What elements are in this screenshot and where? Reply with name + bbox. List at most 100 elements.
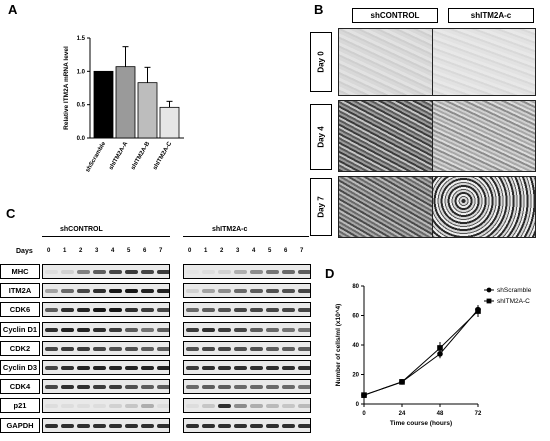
blot-band bbox=[92, 346, 106, 351]
blot-band bbox=[156, 385, 169, 390]
blot-band bbox=[185, 423, 199, 428]
blot-band bbox=[76, 423, 90, 428]
blot-band bbox=[233, 308, 247, 313]
blot-band bbox=[44, 270, 58, 274]
blot-band bbox=[201, 289, 215, 294]
blot-band bbox=[201, 385, 215, 390]
blot-band bbox=[297, 366, 310, 370]
blot-band bbox=[92, 366, 106, 370]
protein-label: ITM2A bbox=[0, 283, 40, 299]
blot-band bbox=[140, 423, 154, 428]
blot-band bbox=[156, 404, 169, 409]
blot-strip bbox=[42, 302, 170, 318]
series-line bbox=[363, 310, 479, 396]
blot-band bbox=[156, 346, 169, 351]
blot-band bbox=[233, 404, 247, 409]
y-tick-label: 40 bbox=[352, 343, 359, 349]
blot-band bbox=[233, 385, 247, 390]
micrograph-shcontrol-day-0 bbox=[338, 28, 438, 96]
bar bbox=[115, 66, 136, 139]
blot-band bbox=[233, 423, 247, 428]
blot-band bbox=[249, 289, 263, 294]
blot-band bbox=[217, 270, 231, 274]
y-axis-label: Relative ITM2A mRNA level bbox=[63, 46, 70, 130]
blot-band bbox=[233, 366, 247, 370]
blot-band bbox=[44, 289, 58, 294]
protein-label: CDK4 bbox=[0, 379, 40, 395]
blot-strip bbox=[183, 379, 311, 395]
blot-band bbox=[217, 404, 231, 409]
y-tick-label: 0.5 bbox=[77, 103, 86, 109]
blot-band bbox=[92, 423, 106, 428]
blot-band bbox=[60, 327, 74, 332]
blot-band bbox=[44, 308, 58, 313]
blot-band bbox=[265, 423, 279, 428]
blot-band bbox=[249, 385, 263, 390]
blot-band bbox=[124, 366, 138, 370]
y-tick-label: 60 bbox=[352, 314, 359, 320]
micrograph-shitm2a-c-day-7 bbox=[432, 176, 536, 238]
blot-band bbox=[297, 423, 310, 428]
blot-band bbox=[249, 270, 263, 274]
category-label: shITM2A-A bbox=[108, 140, 129, 171]
blot-band bbox=[124, 289, 138, 294]
blot-band bbox=[297, 308, 310, 313]
blot-band bbox=[201, 366, 215, 370]
category-label: shITM2A-B bbox=[130, 140, 151, 171]
blot-band bbox=[217, 346, 231, 351]
micrograph-shitm2a-c-day-4 bbox=[432, 100, 536, 172]
micrograph-shcontrol-day-7 bbox=[338, 176, 438, 238]
blot-band bbox=[92, 289, 106, 294]
lane-number: 0 bbox=[47, 248, 51, 254]
blot-band bbox=[76, 289, 90, 294]
blot-band bbox=[60, 423, 74, 428]
x-tick-label: 0 bbox=[362, 411, 366, 417]
blot-band bbox=[124, 346, 138, 351]
bar bbox=[159, 106, 180, 139]
legend-marker bbox=[486, 298, 492, 304]
blot-band bbox=[108, 423, 122, 428]
group-underline-shcontrol bbox=[42, 236, 170, 237]
blot-strip bbox=[42, 379, 170, 395]
group-underline-shitm2a-c bbox=[183, 236, 309, 237]
blot-band bbox=[44, 423, 58, 428]
blot-strip bbox=[183, 264, 311, 279]
blot-band bbox=[140, 366, 154, 370]
blot-band bbox=[108, 385, 122, 390]
x-axis-label: Time course (hours) bbox=[390, 420, 452, 427]
blot-band bbox=[201, 327, 215, 332]
blot-band bbox=[185, 404, 199, 409]
blot-band bbox=[60, 308, 74, 313]
data-point bbox=[475, 308, 481, 314]
blot-band bbox=[92, 404, 106, 409]
blot-band bbox=[124, 423, 138, 428]
blot-band bbox=[108, 346, 122, 351]
blot-band bbox=[186, 270, 199, 274]
blot-band bbox=[140, 327, 154, 332]
blot-band bbox=[76, 385, 90, 390]
blot-band bbox=[281, 346, 295, 351]
blot-band bbox=[281, 327, 295, 332]
blot-band bbox=[124, 404, 138, 409]
blot-band bbox=[297, 404, 310, 409]
panel-label-c: C bbox=[6, 206, 16, 221]
protein-label: p21 bbox=[0, 398, 40, 414]
blot-band bbox=[265, 289, 279, 294]
y-tick-label: 20 bbox=[352, 373, 359, 379]
y-tick-label: 0 bbox=[356, 402, 360, 408]
column-header-shcontrol: shCONTROL bbox=[352, 8, 438, 23]
blot-band bbox=[217, 289, 231, 294]
y-tick-label: 80 bbox=[352, 284, 359, 290]
group-label-shitm2a-c: shITM2A-c bbox=[212, 226, 248, 233]
lane-number: 2 bbox=[79, 248, 83, 254]
blot-band bbox=[108, 404, 122, 409]
blot-strip bbox=[42, 264, 170, 279]
blot-band bbox=[76, 404, 90, 409]
micrograph-shitm2a-c-day-0 bbox=[432, 28, 536, 96]
protein-label: MHC bbox=[0, 264, 40, 279]
blot-band bbox=[249, 308, 263, 313]
blot-band bbox=[201, 404, 215, 409]
blot-band bbox=[124, 385, 138, 390]
blot-band bbox=[201, 346, 215, 351]
blot-band bbox=[124, 270, 138, 274]
